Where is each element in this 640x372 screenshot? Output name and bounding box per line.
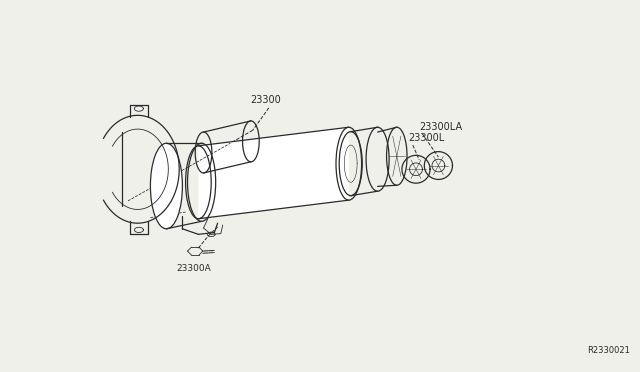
Text: R2330021: R2330021 [588,346,630,355]
Polygon shape [198,127,349,219]
Text: 23300LA: 23300LA [419,122,462,132]
Text: 23300: 23300 [250,95,281,105]
Text: 23300A: 23300A [176,264,211,273]
Ellipse shape [150,143,182,229]
Text: 23300L: 23300L [408,133,445,143]
